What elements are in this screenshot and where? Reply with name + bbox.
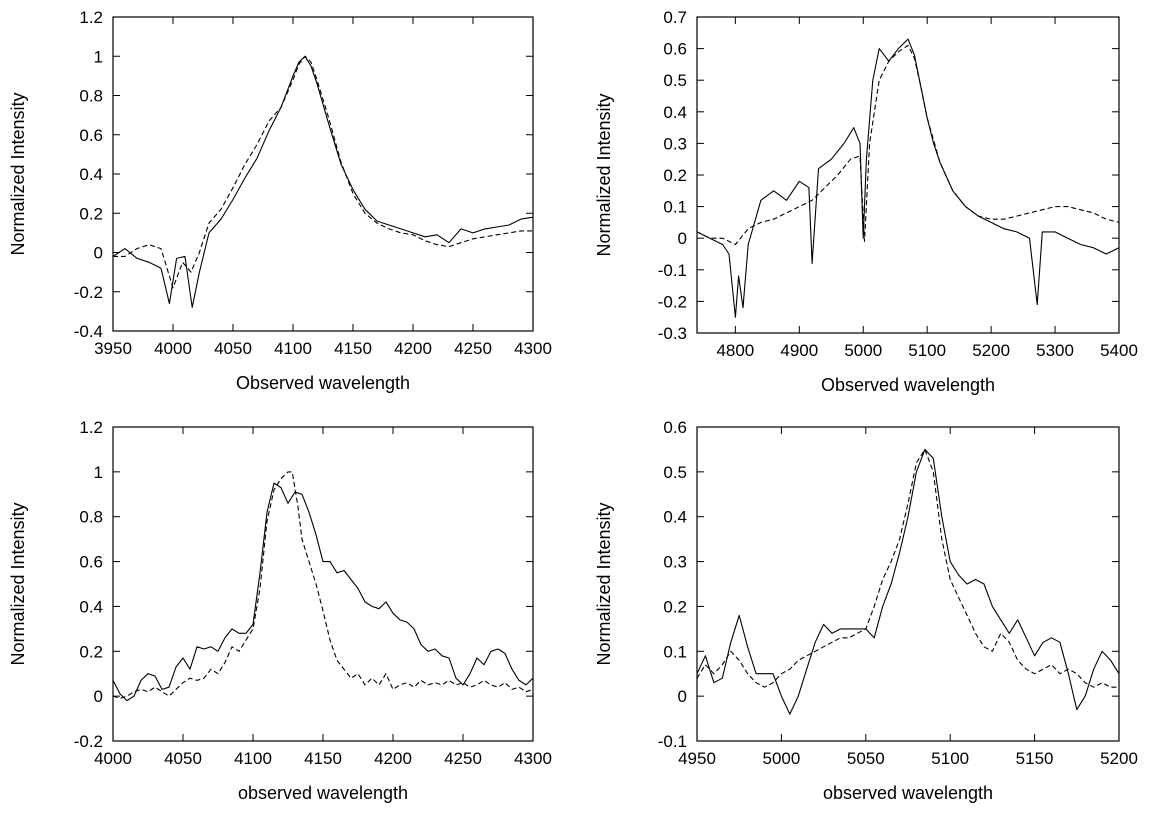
y-tick-label: -0.2 [74,732,103,751]
y-tick-label: 0.6 [663,40,687,59]
y-axis-label: Normalized Intensity [8,502,28,665]
y-tick-label: 0.1 [663,642,687,661]
x-tick-label: 4250 [444,749,482,768]
y-tick-label: 1 [94,463,103,482]
x-tick-label: 4100 [274,339,312,358]
y-axis-label: Normalized Intensity [594,502,614,665]
y-tick-label: -0.2 [74,283,103,302]
x-axis-label: observed wavelength [823,783,993,803]
x-axis-label: Observed wavelength [821,375,995,395]
y-tick-label: 0.4 [79,597,103,616]
y-tick-label: 0.4 [663,508,687,527]
plot-frame [696,16,1120,334]
y-tick-label: 0.6 [79,126,103,145]
y-tick-label: -0.2 [658,292,687,311]
x-tick-label: 5200 [972,341,1010,360]
x-tick-label: 4950 [678,749,716,768]
chart-panel-4: 4950 5000 5050 5100 5150 5200 -0.1 0 0.1 0.2 0.3 0.… [594,418,1138,803]
x-tick-label: 4200 [374,749,412,768]
x-tick-label: 5000 [762,749,800,768]
y-tick-label: 0.2 [79,642,103,661]
x-tick-label: 5100 [931,749,969,768]
plot-frame [112,426,534,742]
x-tick-label: 4000 [154,339,192,358]
x-tick-label: 5150 [1016,749,1054,768]
x-tick-label: 4150 [304,749,342,768]
y-tick-label: -0.1 [658,261,687,280]
y-tick-label: 1 [94,47,103,66]
y-tick-label: 0.5 [663,463,687,482]
y-axis-label: Normalized Intensity [594,93,614,256]
x-axis-label: Observed wavelength [236,373,410,393]
x-tick-label: 4150 [334,339,372,358]
y-tick-label: 0 [94,687,103,706]
y-tick-label: 0.7 [663,8,687,27]
x-tick-label: 5100 [908,341,946,360]
x-tick-label: 4250 [454,339,492,358]
x-tick-label: 4050 [164,749,202,768]
solid-series-line [696,448,1120,715]
solid-series-line [696,38,1120,318]
x-tick-label: 5050 [847,749,885,768]
solid-series-line [112,482,534,702]
y-tick-label: 0 [94,244,103,263]
y-tick-label: 1.2 [79,418,103,437]
dashed-series-line [113,55,533,289]
x-tick-label: 4000 [94,749,132,768]
y-tick-label: -0.1 [658,732,687,751]
y-tick-label: 0 [678,687,687,706]
x-tick-label: 4300 [514,339,552,358]
y-tick-label: 0.6 [663,418,687,437]
dashed-series-line [696,448,1119,688]
x-tick-label: 5200 [1100,749,1138,768]
y-tick-label: 0.8 [79,87,103,106]
y-tick-label: 0.2 [663,597,687,616]
y-tick-label: 0.6 [79,553,103,572]
y-tick-label: -0.3 [658,324,687,343]
x-tick-label: 5000 [844,341,882,360]
y-tick-label: 0 [678,229,687,248]
plot-frame [112,16,534,332]
y-axis-label: Normalized Intensity [8,92,28,255]
y-tick-label: 0.3 [663,553,687,572]
chart-panel-2: 4800 4900 5000 5100 5200 5300 5400 -0.3 -0.2 -0.1… [594,8,1138,395]
x-tick-label: 4050 [214,339,252,358]
x-tick-label: 4100 [234,749,272,768]
solid-series-line [112,55,534,308]
dashed-series-line [112,471,534,699]
plot-frame [696,426,1120,742]
y-tick-label: 0.3 [663,134,687,153]
x-tick-label: 4200 [394,339,432,358]
x-tick-label: 5300 [1036,341,1074,360]
x-tick-label: 4800 [716,341,754,360]
y-tick-label: 0.1 [663,198,687,217]
dashed-series-line [696,44,1120,246]
x-tick-label: 4900 [780,341,818,360]
chart-panel-3: 4000 4050 4100 4150 4200 4250 4300 -0.2 0 0.2 0.4 0… [8,418,552,803]
x-tick-label: 3950 [94,339,132,358]
chart-panel-1: 3950 4000 4050 4100 4150 4200 4250 4300 -0.4 -0.2… [8,8,552,393]
y-tick-label: 0.4 [663,103,687,122]
y-tick-label: 0.2 [663,166,687,185]
y-tick-label: 0.4 [79,165,103,184]
y-tick-label: 1.2 [79,8,103,27]
y-tick-label: 0.5 [663,71,687,90]
y-tick-label: 0.8 [79,508,103,527]
x-tick-label: 5400 [1100,341,1138,360]
y-tick-label: -0.4 [74,322,103,341]
y-tick-label: 0.2 [79,204,103,223]
x-axis-label: observed wavelength [238,783,408,803]
x-tick-label: 4300 [514,749,552,768]
